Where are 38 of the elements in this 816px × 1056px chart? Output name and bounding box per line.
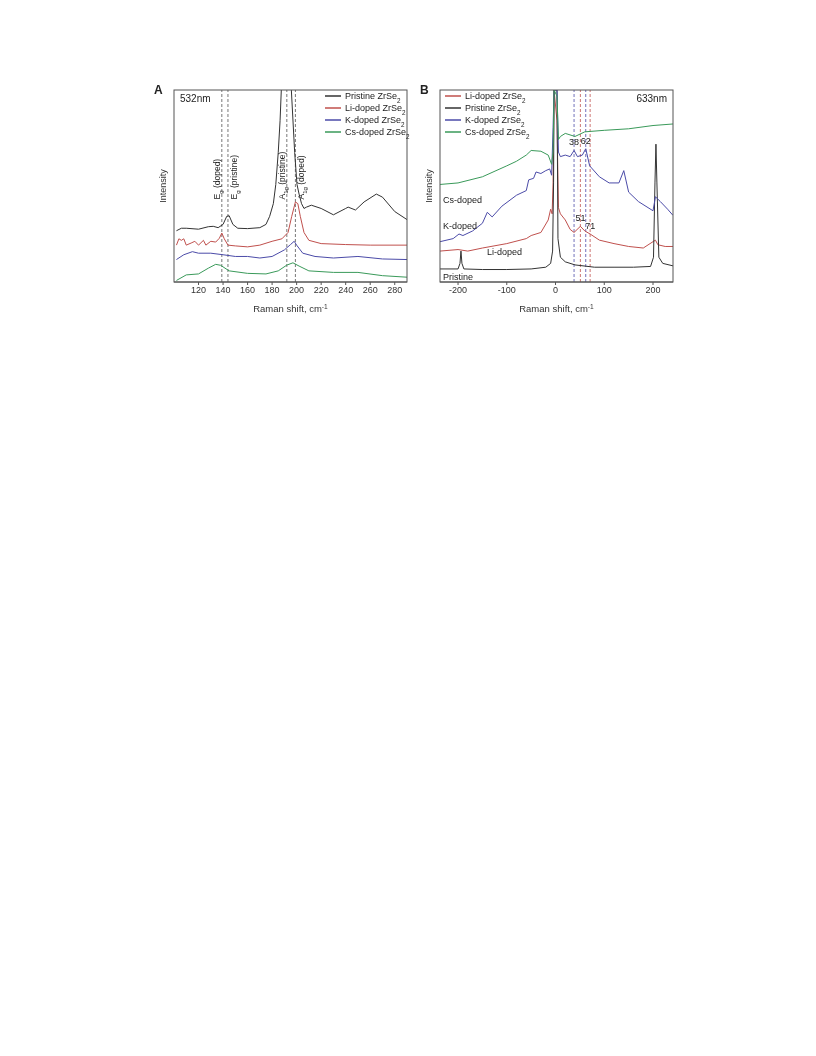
ref-line-label: 71 <box>585 221 596 231</box>
x-tick-label: -100 <box>497 285 516 296</box>
annotation: 532nm <box>180 93 211 104</box>
x-axis-title: Raman shift, cm$^{-1}$ <box>253 302 329 314</box>
y-axis-title: Intensity <box>158 168 168 203</box>
legend-label: Cs-doped ZrSe$_{2}$ <box>345 127 411 140</box>
x-tick-label: 200 <box>289 285 305 296</box>
x-tick-label: 100 <box>596 285 612 296</box>
x-tick-label: 220 <box>313 285 329 296</box>
x-tick-label: 0 <box>553 285 559 296</box>
legend-label: K-doped ZrSe$_{2}$ <box>465 115 526 128</box>
legend-label: Pristine ZrSe$_{2}$ <box>345 91 402 104</box>
legend-label: Li-doped ZrSe$_{2}$ <box>465 91 527 104</box>
chart-title: A <box>154 83 163 97</box>
annotation: 633nm <box>636 93 667 104</box>
x-tick-label: -200 <box>449 285 468 296</box>
x-tick-label: 280 <box>387 285 403 296</box>
ref-line-label: 62 <box>580 135 591 146</box>
x-tick-label: 180 <box>264 285 280 296</box>
annotation: Pristine <box>443 272 474 283</box>
ref-line-label: 51 <box>575 213 586 224</box>
x-tick-label: 260 <box>362 285 378 296</box>
annotation: K-doped <box>443 220 478 231</box>
x-tick-label: 160 <box>240 285 256 296</box>
chart-title: B <box>420 83 429 97</box>
legend-label: K-doped ZrSe$_{2}$ <box>345 115 406 128</box>
x-axis-title: Raman shift, cm$^{-1}$ <box>519 302 595 314</box>
legend-label: Cs-doped ZrSe$_{2}$ <box>465 127 531 140</box>
annotation: Li-doped <box>487 246 523 257</box>
y-axis-title: Intensity <box>424 168 434 203</box>
x-tick-label: 120 <box>191 285 207 296</box>
x-tick-label: 200 <box>645 285 661 296</box>
legend-label: Pristine ZrSe$_{2}$ <box>465 103 522 116</box>
x-tick-label: 140 <box>215 285 231 296</box>
legend-label: Li-doped ZrSe$_{2}$ <box>345 103 407 116</box>
ref-line-label: 38 <box>569 137 580 148</box>
annotation: Cs-doped <box>443 194 483 205</box>
x-tick-label: 240 <box>338 285 354 296</box>
